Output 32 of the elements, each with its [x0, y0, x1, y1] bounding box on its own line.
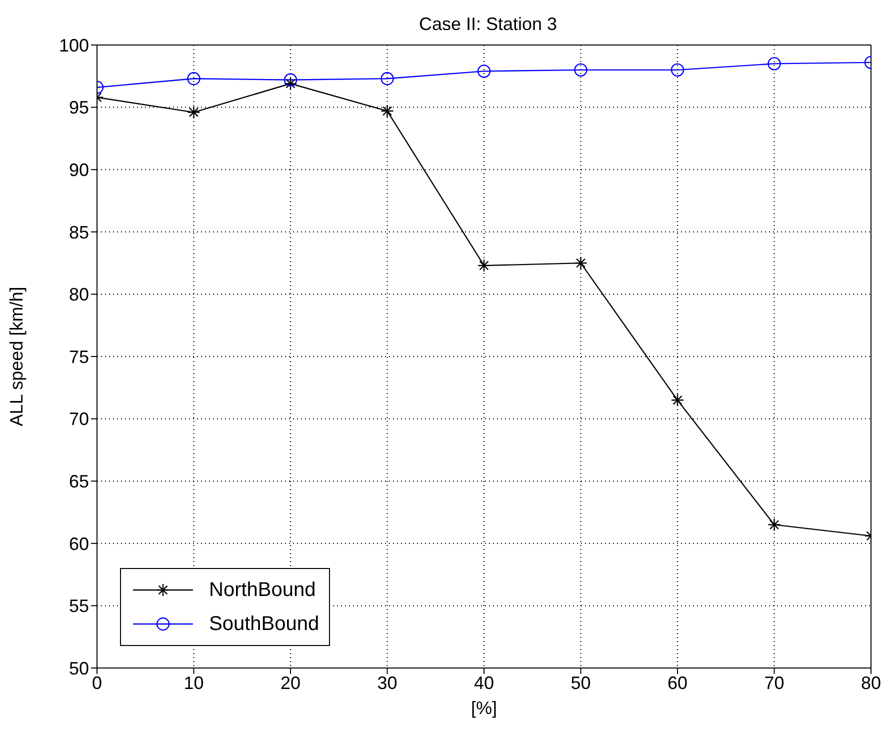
legend-label: SouthBound [209, 612, 320, 636]
y-tick-label: 75 [68, 346, 89, 367]
point [187, 72, 200, 86]
x-tick-label: 20 [280, 672, 301, 693]
y-tick-label: 65 [68, 471, 89, 492]
point [670, 63, 684, 77]
y-tick-label: 85 [68, 222, 89, 242]
y-tick-label: 80 [68, 284, 89, 305]
point [380, 72, 394, 86]
x-tick-label: 50 [570, 672, 591, 693]
x-tick-label: 10 [184, 672, 204, 693]
x-tick-label: 80 [860, 672, 882, 693]
y-tick-label: 70 [68, 409, 89, 430]
chart-title: Case II: Station 3 [418, 14, 558, 35]
x-tick-label: 0 [92, 672, 102, 693]
point [477, 64, 491, 78]
y-tick-label: 55 [68, 596, 89, 616]
x-axis-title: [%] [470, 698, 498, 718]
y-tick-label: 100 [58, 35, 89, 56]
x-tick-label: 30 [377, 672, 398, 693]
y-tick-label: 50 [68, 658, 89, 678]
y-axis-title: ALL speed [km/h] [6, 286, 26, 426]
x-tick-label: 70 [764, 672, 784, 693]
y-tick-label: 95 [68, 98, 89, 118]
y-tick-label: 60 [68, 534, 89, 554]
y-tick-label: 90 [68, 160, 89, 180]
point [574, 63, 588, 77]
legend-label: NorthBound [209, 578, 316, 602]
x-tick-label: 40 [474, 672, 494, 693]
point [768, 57, 781, 70]
point [284, 73, 298, 86]
x-tick-label: 60 [667, 672, 688, 693]
